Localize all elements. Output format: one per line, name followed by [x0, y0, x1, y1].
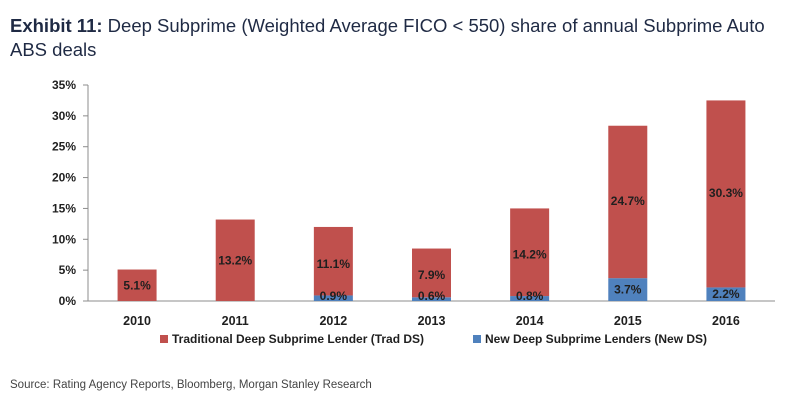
title-text: Deep Subprime (Weighted Average FICO < 5…: [10, 15, 765, 60]
x-tick-label: 2015: [614, 314, 642, 328]
y-tick-label: 10%: [52, 232, 76, 246]
bar-trad-ds: [313, 226, 353, 296]
source-note: Source: Rating Agency Reports, Bloomberg…: [10, 379, 372, 391]
legend-swatch-new-ds: [473, 335, 481, 343]
bar-trad-ds: [215, 219, 255, 301]
legend-label-trad-ds: Traditional Deep Subprime Lender (Trad D…: [172, 332, 424, 346]
bar-trad-ds: [706, 100, 746, 288]
bar-new-ds: [706, 287, 746, 301]
y-tick-label: 30%: [52, 109, 76, 123]
bar-new-ds: [313, 295, 353, 301]
data-label-trad-ds: 14.2%: [513, 248, 547, 262]
data-label-new-ds: 0.6%: [418, 289, 446, 303]
data-label-new-ds: 0.8%: [516, 289, 544, 303]
data-label-new-ds: 3.7%: [614, 283, 642, 297]
bar-trad-ds: [412, 248, 451, 298]
y-tick-label: 15%: [52, 201, 76, 215]
bar-new-ds: [608, 278, 648, 301]
y-tick-label: 5%: [59, 263, 77, 277]
bar-new-ds: [412, 297, 451, 301]
x-tick-label: 2010: [123, 314, 151, 328]
data-label-trad-ds: 13.2%: [218, 253, 252, 267]
bar-trad-ds: [117, 269, 157, 301]
x-tick-label: 2012: [319, 314, 347, 328]
data-label-trad-ds: 7.9%: [418, 268, 446, 282]
x-tick-label: 2011: [222, 314, 249, 328]
data-label-trad-ds: 11.1%: [317, 257, 351, 271]
legend-swatch-trad-ds: [160, 335, 168, 343]
bar-new-ds: [510, 296, 550, 301]
bar-trad-ds: [608, 125, 648, 279]
x-tick-label: 2016: [712, 314, 740, 328]
data-label-trad-ds: 24.7%: [611, 194, 645, 208]
x-tick-label: 2014: [516, 314, 544, 328]
chart-title: Exhibit 11: Deep Subprime (Weighted Aver…: [10, 14, 790, 62]
exhibit-label: Exhibit 11:: [10, 15, 103, 36]
y-tick-label: 35%: [52, 78, 76, 92]
x-tick-label: 2013: [418, 314, 446, 328]
y-tick-label: 20%: [52, 171, 76, 185]
data-label-trad-ds: 30.3%: [709, 186, 743, 200]
chart: 0% 5% 10% 15% 20% 25% 30% 35% 5.1% 2010 13.2% 2011 1…: [52, 78, 775, 346]
data-label-new-ds: 0.9%: [320, 289, 348, 303]
legend-label-new-ds: New Deep Subprime Lenders (New DS): [485, 332, 707, 346]
y-tick-label: 25%: [52, 140, 76, 154]
bar-trad-ds: [510, 208, 550, 297]
data-label-new-ds: 2.2%: [712, 287, 740, 301]
data-label-trad-ds: 5.1%: [123, 278, 151, 292]
y-tick-label: 0%: [59, 294, 77, 308]
